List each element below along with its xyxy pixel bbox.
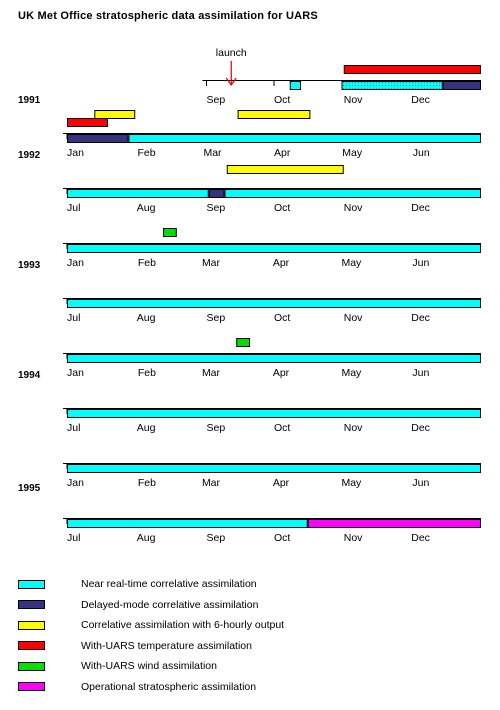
month-label: Sep <box>207 532 226 544</box>
month-label: Jan <box>67 147 84 159</box>
month-label: Feb <box>138 147 156 159</box>
bar-nrt <box>67 519 308 528</box>
month-label: Dec <box>411 202 430 214</box>
month-label: May <box>341 367 362 379</box>
bar-nrt <box>289 81 301 90</box>
month-label: Apr <box>273 367 290 379</box>
month-label: Oct <box>274 422 290 434</box>
bar-delayed <box>67 134 129 143</box>
bar-nrt <box>67 244 481 253</box>
year-label: 1992 <box>18 150 41 161</box>
month-label: Mar <box>202 257 221 269</box>
month-label: Feb <box>138 477 156 489</box>
month-label: Feb <box>138 257 156 269</box>
month-label: May <box>342 147 363 159</box>
month-label: Dec <box>411 94 430 106</box>
month-label: Jan <box>67 367 84 379</box>
month-label: Feb <box>138 367 156 379</box>
launch-arrow-head <box>225 77 237 87</box>
month-label: Jul <box>67 532 80 544</box>
bar-nrt <box>67 409 481 418</box>
month-label: Dec <box>411 312 430 324</box>
bar-nrt <box>128 134 482 143</box>
bar-operational <box>307 519 481 528</box>
bar-nrt <box>224 189 481 198</box>
month-label: Jul <box>67 422 80 434</box>
month-label: Aug <box>137 202 156 214</box>
month-label: Mar <box>202 367 221 379</box>
bar-temperature <box>343 65 481 74</box>
month-label: Dec <box>411 422 430 434</box>
month-label: Apr <box>274 147 291 159</box>
month-label: May <box>341 477 362 489</box>
bar-nrt <box>67 464 481 473</box>
month-label: Aug <box>137 422 156 434</box>
bar-six_hourly <box>94 110 136 119</box>
month-label: Jan <box>67 257 84 269</box>
year-label: 1994 <box>18 370 41 381</box>
month-label: Jan <box>67 477 84 489</box>
month-label: Sep <box>207 422 226 434</box>
month-label: Sep <box>207 94 226 106</box>
bar-temperature <box>67 118 108 127</box>
month-label: May <box>341 257 362 269</box>
month-label: Jul <box>67 202 80 214</box>
bar-nrt <box>67 189 209 198</box>
month-label: Jun <box>412 367 429 379</box>
month-label: Oct <box>274 94 290 106</box>
month-label: Nov <box>344 94 363 106</box>
month-label: Apr <box>273 477 290 489</box>
month-label: Apr <box>273 257 290 269</box>
year-label: 1995 <box>18 483 41 494</box>
bar-wind <box>163 228 177 237</box>
month-label: Nov <box>344 422 363 434</box>
year-label: 1993 <box>18 260 41 271</box>
bar-delayed <box>442 81 481 90</box>
month-label: Oct <box>274 532 290 544</box>
bar-six_hourly <box>237 110 311 119</box>
chart-title: UK Met Office stratospheric data assimil… <box>18 10 318 22</box>
month-label: Aug <box>137 532 156 544</box>
month-label: Jul <box>67 312 80 324</box>
bar-wind <box>236 338 250 347</box>
month-label: Nov <box>344 202 363 214</box>
month-label: Jun <box>412 477 429 489</box>
month-label: Sep <box>207 312 226 324</box>
bar-nrt <box>341 81 443 90</box>
month-label: Jun <box>412 257 429 269</box>
month-label: Dec <box>411 532 430 544</box>
bar-nrt <box>67 299 481 308</box>
month-label: Mar <box>202 477 221 489</box>
month-label: Sep <box>207 202 226 214</box>
month-label: Mar <box>203 147 222 159</box>
bar-nrt <box>67 354 481 363</box>
month-label: Nov <box>344 312 363 324</box>
year-label: 1991 <box>18 95 41 106</box>
bar-six_hourly <box>226 165 344 174</box>
month-label: Oct <box>274 312 290 324</box>
bar-delayed <box>208 189 225 198</box>
month-label: Nov <box>344 532 363 544</box>
month-label: Aug <box>137 312 156 324</box>
month-label: Jun <box>413 147 430 159</box>
month-label: Oct <box>274 202 290 214</box>
launch-label: launch <box>216 47 247 59</box>
